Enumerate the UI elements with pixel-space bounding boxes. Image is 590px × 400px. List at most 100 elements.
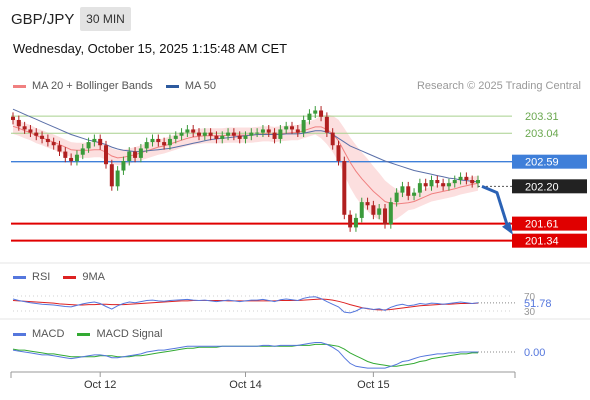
candle-body <box>249 132 254 136</box>
candle-body <box>307 113 312 120</box>
rsi-last-label: 51.78 <box>524 298 552 310</box>
candle-body <box>278 129 283 139</box>
candle-body <box>342 161 347 215</box>
candle-body <box>243 135 248 139</box>
candle-body <box>16 119 21 127</box>
rsi-line <box>12 296 479 314</box>
candle-body <box>464 176 469 180</box>
candle-body <box>255 132 260 134</box>
candle-body <box>226 132 231 136</box>
candle-body <box>173 135 178 139</box>
candle-body <box>470 180 475 184</box>
candle-body <box>208 132 213 136</box>
candle-body <box>34 132 39 136</box>
candle-body <box>394 192 399 203</box>
macd-signal-line <box>12 343 478 367</box>
candle-body <box>266 129 271 133</box>
level-label-bg-pivot <box>512 154 587 169</box>
candle-body <box>115 170 120 187</box>
candle-body <box>295 129 300 133</box>
candle-body <box>104 145 108 165</box>
candle-body <box>301 119 306 133</box>
x-tick-label: Oct 15 <box>357 379 389 391</box>
candle-body <box>435 180 440 184</box>
candle-body <box>377 208 382 215</box>
candle-body <box>476 180 480 184</box>
candle-body <box>371 205 376 215</box>
rsi-tick-label: 70 <box>524 292 536 303</box>
candle-body <box>417 183 422 193</box>
candle-body <box>127 151 132 162</box>
datetime-label: Wednesday, October 15, 2025 1:15:48 AM C… <box>13 41 288 56</box>
candle-body <box>231 132 236 136</box>
legend-swatch-ma50 <box>165 84 179 88</box>
x-tick-label: Oct 14 <box>229 379 261 391</box>
candle-body <box>92 138 97 143</box>
level-label-bg-support <box>512 233 587 248</box>
candle-body <box>51 142 56 146</box>
legend-label-macd-signal: MACD Signal <box>96 328 163 340</box>
candle-body <box>150 138 155 143</box>
last-price-label: 202.20 <box>525 181 559 193</box>
candle-body <box>45 138 50 143</box>
candle-body <box>80 148 85 155</box>
level-label-pivot: 202.59 <box>525 157 559 169</box>
level-label-resistance: 203.31 <box>525 111 559 123</box>
candle-body <box>69 157 74 162</box>
legend-swatch-macd <box>13 332 26 336</box>
candle-body <box>313 110 318 114</box>
candle-body <box>290 126 294 130</box>
macd-line <box>12 342 478 369</box>
legend-swatch-macd-signal <box>77 332 91 336</box>
candle-body <box>284 126 289 130</box>
legend-label-macd: MACD <box>32 328 65 340</box>
candle-body <box>185 129 190 133</box>
candle-body <box>40 135 45 139</box>
candle-body <box>121 161 126 171</box>
symbol-title: GBP/JPY <box>11 11 75 28</box>
candle-body <box>57 145 62 152</box>
timeframe-button[interactable]: 30 MIN <box>80 7 131 31</box>
candle-body <box>412 192 417 196</box>
candle-body <box>441 183 446 187</box>
rsi-legend: RSI 9MA <box>13 271 105 283</box>
candle-body <box>272 132 277 139</box>
candle-body <box>197 132 201 136</box>
macd-legend: MACD MACD Signal <box>13 328 162 340</box>
legend-swatch-ma20 <box>13 84 26 88</box>
rsi-tick-label: 30 <box>524 307 536 318</box>
bollinger-band <box>13 114 478 223</box>
candle-body <box>179 132 184 136</box>
candle-body <box>191 129 196 133</box>
candle-body <box>330 132 335 146</box>
main-legend: MA 20 + Bollinger Bands MA 50 <box>13 80 216 92</box>
candle-body <box>74 154 79 162</box>
candle-body <box>133 151 138 158</box>
candle-body <box>446 183 451 187</box>
candle-body <box>458 176 463 180</box>
candle-body <box>167 138 172 146</box>
x-tick-label: Oct 12 <box>84 379 116 391</box>
candle-body <box>423 183 428 187</box>
legend-ma50: MA 50 <box>165 80 217 92</box>
forecast-arrow-line <box>481 184 510 229</box>
candle-body <box>324 116 329 133</box>
candle-body <box>359 202 364 218</box>
candle-body <box>388 202 393 225</box>
candle-body <box>202 132 207 136</box>
candle-body <box>162 142 167 146</box>
legend-label-ma50: MA 50 <box>184 80 217 92</box>
candle-body <box>11 116 15 120</box>
candle-body <box>452 180 457 184</box>
level-label-support: 201.34 <box>525 236 559 248</box>
candle-body <box>237 135 242 139</box>
candle-body <box>22 126 27 130</box>
candle-body <box>98 138 103 146</box>
candle-body <box>86 142 91 149</box>
candle-body <box>156 138 161 143</box>
legend-label-9ma: 9MA <box>82 271 106 283</box>
candle-body <box>214 135 219 139</box>
candle-body <box>260 129 265 133</box>
candle-body <box>109 164 114 187</box>
